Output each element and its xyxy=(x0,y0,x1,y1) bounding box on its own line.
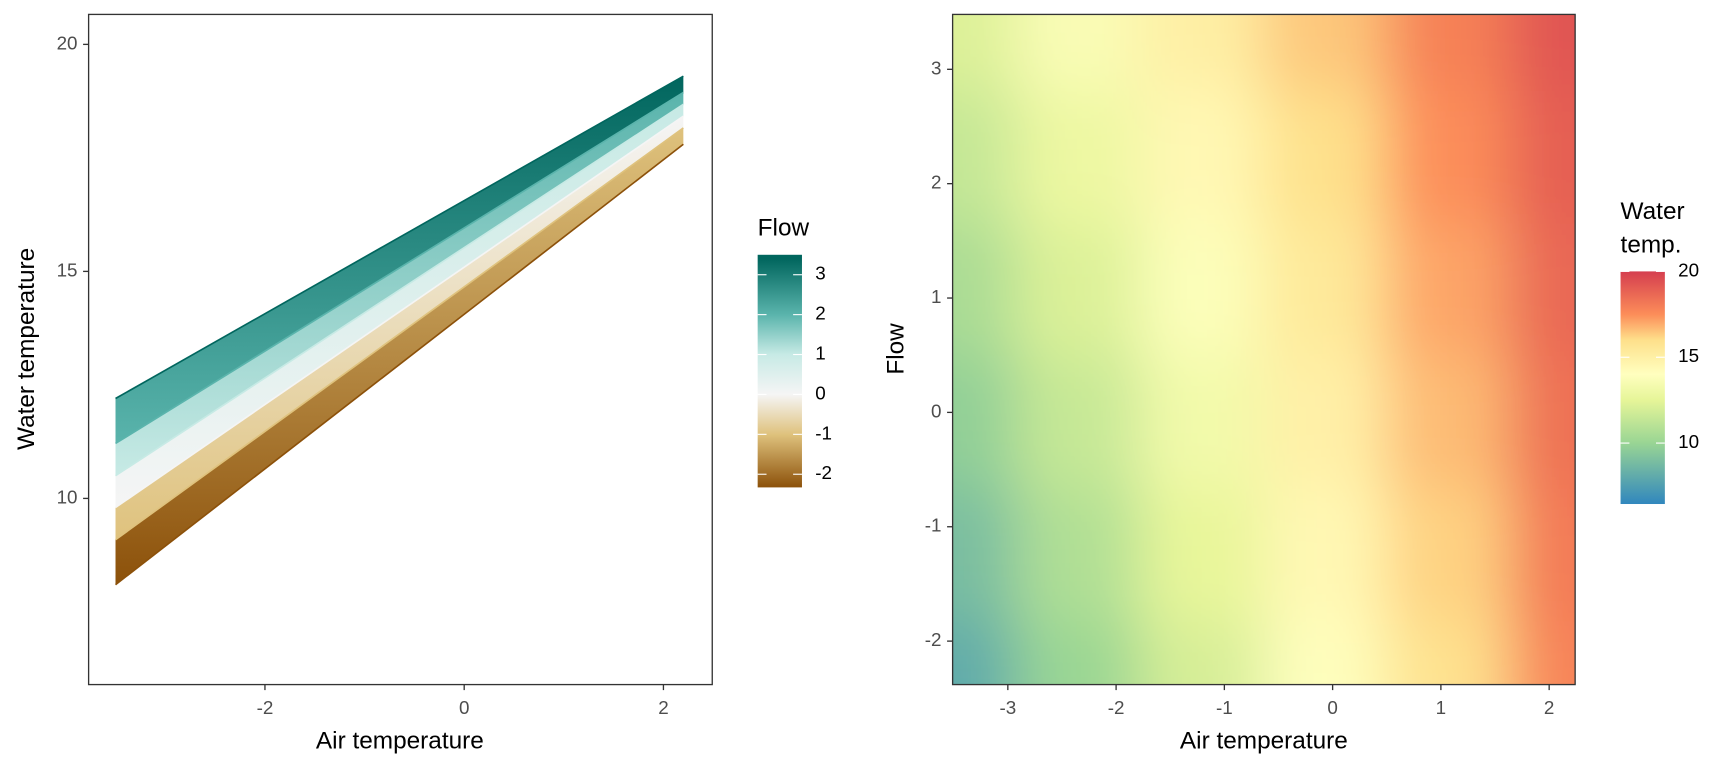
heat-cell xyxy=(1385,487,1511,622)
y-tick-label: 20 xyxy=(57,32,78,53)
band-fill xyxy=(115,76,684,444)
heat-cell xyxy=(1015,14,1140,92)
plot-area xyxy=(952,14,1576,685)
colorbar-label: 2 xyxy=(815,303,825,324)
heat-cell xyxy=(1385,222,1511,357)
heat-cell xyxy=(1138,355,1264,489)
x-tick-label: -1 xyxy=(1216,697,1233,718)
heat-cell xyxy=(1262,89,1387,224)
colorbar xyxy=(1620,271,1665,505)
panel-border xyxy=(87,13,713,686)
heatmap-cells xyxy=(952,14,1576,685)
x-tick-label: -2 xyxy=(1108,697,1125,718)
y-tick-label: 2 xyxy=(931,172,941,193)
heat-cell xyxy=(1015,355,1140,489)
heat-cell xyxy=(1138,620,1264,685)
band-fill xyxy=(115,127,684,585)
heat-cell xyxy=(1262,222,1387,357)
heat-cell xyxy=(1509,222,1576,357)
y-axis-title: Water temperature xyxy=(13,248,40,450)
flow-line xyxy=(115,115,684,509)
legend-title: Water xyxy=(1621,198,1685,225)
colorbar-label: 0 xyxy=(815,382,825,403)
colorbar-label: 10 xyxy=(1678,431,1699,452)
colorbar-label: -1 xyxy=(815,422,832,443)
y-tick-label: 0 xyxy=(931,400,941,421)
y-tick-label: -2 xyxy=(925,629,942,650)
x-tick-label: 2 xyxy=(1544,697,1554,718)
flow-line xyxy=(115,143,684,586)
band-fill xyxy=(115,116,684,540)
heat-cell xyxy=(1138,487,1264,622)
heat-cell xyxy=(952,14,1017,92)
heat-cell xyxy=(1138,14,1264,92)
flow-line xyxy=(115,103,684,477)
plot-area xyxy=(115,75,684,586)
heat-cell xyxy=(952,355,1017,489)
band-fill xyxy=(115,92,684,476)
heat-cell xyxy=(1509,355,1576,489)
y-tick-label: 1 xyxy=(931,286,941,307)
heat-cell xyxy=(1015,222,1140,357)
heat-cell xyxy=(1509,620,1576,685)
x-tick-label: 0 xyxy=(459,697,469,718)
x-axis-title: Air temperature xyxy=(316,728,484,755)
colorbar xyxy=(757,254,802,488)
heat-cell xyxy=(952,620,1017,685)
x-tick-label: -2 xyxy=(257,697,274,718)
y-tick-label: 3 xyxy=(931,57,941,78)
band-fill xyxy=(115,104,684,508)
heat-cell xyxy=(1385,89,1511,224)
flow-line xyxy=(115,75,684,400)
x-axis-title: Air temperature xyxy=(1180,728,1348,755)
colorbar-label: 15 xyxy=(1678,345,1699,366)
x-tick-label: 1 xyxy=(1436,697,1446,718)
legend-title: Flow xyxy=(758,215,810,242)
colorbar-label: 3 xyxy=(815,263,825,284)
panel-border xyxy=(951,13,1576,686)
heat-cell xyxy=(1138,222,1264,357)
heat-cell xyxy=(1262,487,1387,622)
y-tick-label: 15 xyxy=(57,259,78,280)
colorbar-label: 1 xyxy=(815,343,825,364)
x-tick-label: 2 xyxy=(658,697,668,718)
heat-cell xyxy=(1385,14,1511,92)
x-tick-label: -3 xyxy=(999,697,1016,718)
heat-cell xyxy=(1262,620,1387,685)
colorbar-label: 20 xyxy=(1678,259,1699,280)
heat-cell xyxy=(1015,620,1140,685)
y-axis-title: Flow xyxy=(883,323,910,375)
heat-cell xyxy=(1385,620,1511,685)
heat-cell xyxy=(1262,14,1387,92)
y-tick-label: -1 xyxy=(925,515,942,536)
flow-line xyxy=(115,91,684,445)
heat-cell xyxy=(1509,89,1576,224)
heat-cell xyxy=(1015,89,1140,224)
heat-cell xyxy=(1509,14,1576,92)
heat-cell xyxy=(1262,355,1387,489)
heat-cell xyxy=(1385,355,1511,489)
heat-cell xyxy=(952,89,1017,224)
legend-title: temp. xyxy=(1621,231,1682,258)
heat-cell xyxy=(1138,89,1264,224)
flow-line xyxy=(115,127,684,541)
heat-cell xyxy=(1015,487,1140,622)
heat-cell xyxy=(952,222,1017,357)
heat-cell xyxy=(1509,487,1576,622)
y-tick-label: 10 xyxy=(57,486,78,507)
colorbar-label: -2 xyxy=(815,462,832,483)
x-tick-label: 0 xyxy=(1327,697,1337,718)
heat-cell xyxy=(952,487,1017,622)
